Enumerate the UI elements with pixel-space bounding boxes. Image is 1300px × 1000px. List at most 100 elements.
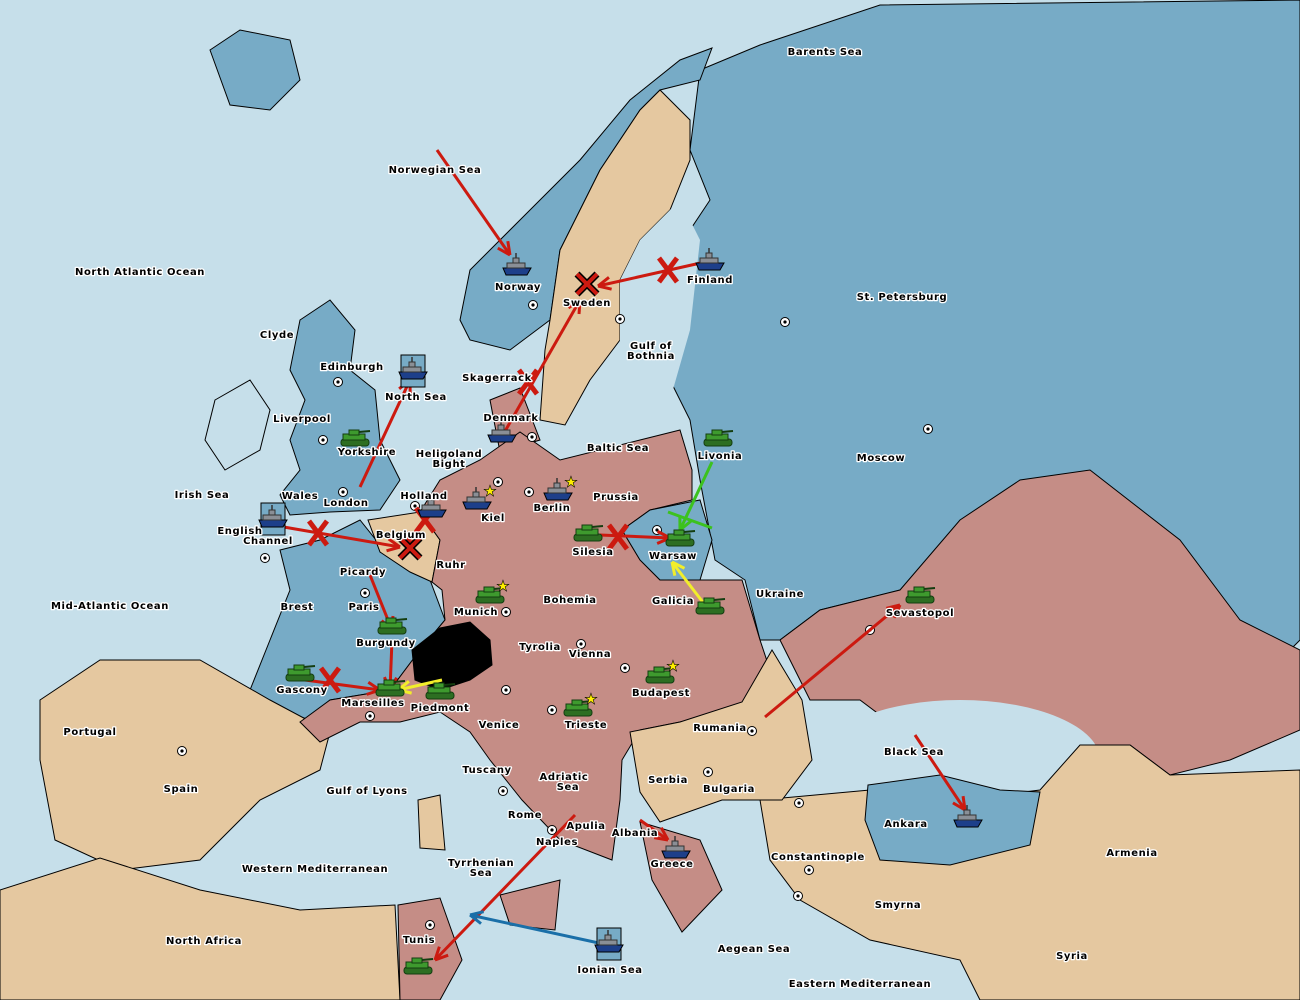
- province-label: Eastern Mediterranean: [789, 979, 932, 990]
- army-unit-burgundy[interactable]: [377, 617, 408, 635]
- army-unit-budapest[interactable]: ★: [645, 657, 680, 684]
- failed-order-x-icon: [657, 256, 679, 284]
- province-label: Adriatic: [540, 772, 589, 783]
- tank-icon: [665, 529, 696, 547]
- supply-center-dot: [360, 588, 370, 598]
- province-label: Ukraine: [756, 589, 804, 600]
- labels-layer: Barents Sea Norwegian Sea North Atlantic O…: [50, 46, 1159, 992]
- order-arrow-red: [597, 256, 706, 291]
- province-label: Belgium: [376, 530, 426, 541]
- province-label: Livonia: [698, 451, 743, 462]
- ship-icon: [417, 495, 447, 518]
- province-label: Trieste: [565, 720, 608, 731]
- fleet-unit-north-sea[interactable]: [398, 354, 428, 388]
- supply-center-dot: [501, 685, 511, 695]
- supply-center-dot: [338, 487, 348, 497]
- region-greece[interactable]: [639, 821, 723, 933]
- tank-icon: [905, 586, 936, 604]
- tank-icon: [403, 957, 434, 975]
- fleet-unit-ankara[interactable]: [953, 805, 983, 828]
- province-label: Tyrrhenian: [448, 858, 514, 869]
- ship-icon: [462, 487, 492, 510]
- tank-icon: [475, 586, 506, 604]
- fleet-unit-english-channel[interactable]: [258, 502, 288, 536]
- supply-center-dot: [703, 767, 713, 777]
- fleet-unit-greece[interactable]: [661, 836, 691, 859]
- province-label: Galicia: [652, 596, 694, 607]
- province-label: Munich: [454, 607, 498, 618]
- province-label: North Sea: [385, 392, 447, 403]
- region-iberia[interactable]: [39, 659, 331, 871]
- province-label: Brest: [280, 602, 313, 613]
- province-label: Serbia: [648, 775, 688, 786]
- province-label: Budapest: [632, 688, 690, 699]
- province-label: Gulf of: [630, 341, 672, 352]
- ship-icon: [953, 805, 983, 828]
- army-unit-galicia[interactable]: [695, 597, 726, 615]
- star-icon: ★: [666, 657, 679, 675]
- province-label: Marseilles: [341, 698, 404, 709]
- fleet-unit-holland[interactable]: [417, 495, 447, 518]
- province-label: Aegean Sea: [718, 944, 791, 955]
- army-unit-piedmont[interactable]: [425, 682, 456, 700]
- province-label: Holland: [400, 491, 447, 502]
- army-unit-tunis[interactable]: [403, 957, 434, 975]
- province-label: Moscow: [857, 453, 905, 464]
- fleet-unit-finland[interactable]: [695, 248, 725, 271]
- supply-center-dot: [177, 746, 187, 756]
- fleet-unit-ionian-sea[interactable]: [594, 927, 624, 961]
- support-cut-line: [667, 510, 713, 530]
- star-icon: ★: [483, 482, 496, 500]
- province-label: North Africa: [166, 936, 242, 947]
- star-icon: ★: [496, 577, 509, 595]
- units-layer: ★ ★ ★ ★ ★: [258, 248, 983, 975]
- province-label: Syria: [1056, 951, 1088, 962]
- province-label: Venice: [479, 720, 520, 731]
- region-balkans[interactable]: [629, 649, 813, 823]
- supply-center-dot: [528, 300, 538, 310]
- order-arrow-red: [498, 298, 582, 441]
- province-label: Western Mediterranean: [242, 864, 388, 875]
- province-label: London: [323, 498, 368, 509]
- supply-center-dot: [547, 705, 557, 715]
- province-label: Greece: [650, 859, 693, 870]
- supply-center-dot: [498, 786, 508, 796]
- fleet-unit-norway[interactable]: [502, 253, 532, 276]
- failed-order-x-icon: [319, 666, 341, 694]
- province-label: Tunis: [403, 935, 435, 946]
- region-central-powers[interactable]: [299, 429, 781, 861]
- region-ankara[interactable]: [864, 774, 1041, 866]
- fleet-unit-denmark[interactable]: [487, 420, 517, 443]
- province-label: Sea: [470, 868, 493, 879]
- province-label: Edinburgh: [320, 362, 383, 373]
- province-label: Apulia: [566, 821, 605, 832]
- region-sicily[interactable]: [499, 879, 561, 931]
- province-label: Sweden: [563, 298, 611, 309]
- army-unit-silesia[interactable]: [573, 524, 604, 542]
- army-unit-gascony[interactable]: [285, 664, 316, 682]
- fleet-unit-kiel[interactable]: ★: [462, 482, 497, 510]
- army-unit-sevastopol[interactable]: [905, 586, 936, 604]
- army-unit-yorkshire[interactable]: [340, 429, 371, 447]
- province-label: Mid-Atlantic Ocean: [51, 601, 169, 612]
- region-north-africa[interactable]: [0, 857, 401, 1000]
- army-unit-livonia[interactable]: [703, 429, 734, 447]
- province-label: Norwegian Sea: [389, 165, 482, 176]
- supply-center-dot: [425, 920, 435, 930]
- army-unit-munich[interactable]: ★: [475, 577, 510, 604]
- ship-icon: [258, 505, 288, 528]
- region-britain[interactable]: [279, 299, 401, 516]
- army-unit-marseilles[interactable]: [375, 679, 406, 697]
- fleet-unit-berlin[interactable]: ★: [543, 473, 578, 501]
- province-label: Vienna: [569, 649, 611, 660]
- province-label: Paris: [348, 602, 379, 613]
- province-label: Clyde: [260, 330, 294, 341]
- army-unit-trieste[interactable]: ★: [563, 690, 598, 717]
- tank-icon: [375, 679, 406, 697]
- province-label: Norway: [495, 282, 541, 293]
- army-unit-warsaw[interactable]: [665, 529, 696, 547]
- province-label: Kiel: [481, 513, 505, 524]
- order-arrow-blue: [469, 910, 609, 947]
- ship-icon: [543, 478, 573, 501]
